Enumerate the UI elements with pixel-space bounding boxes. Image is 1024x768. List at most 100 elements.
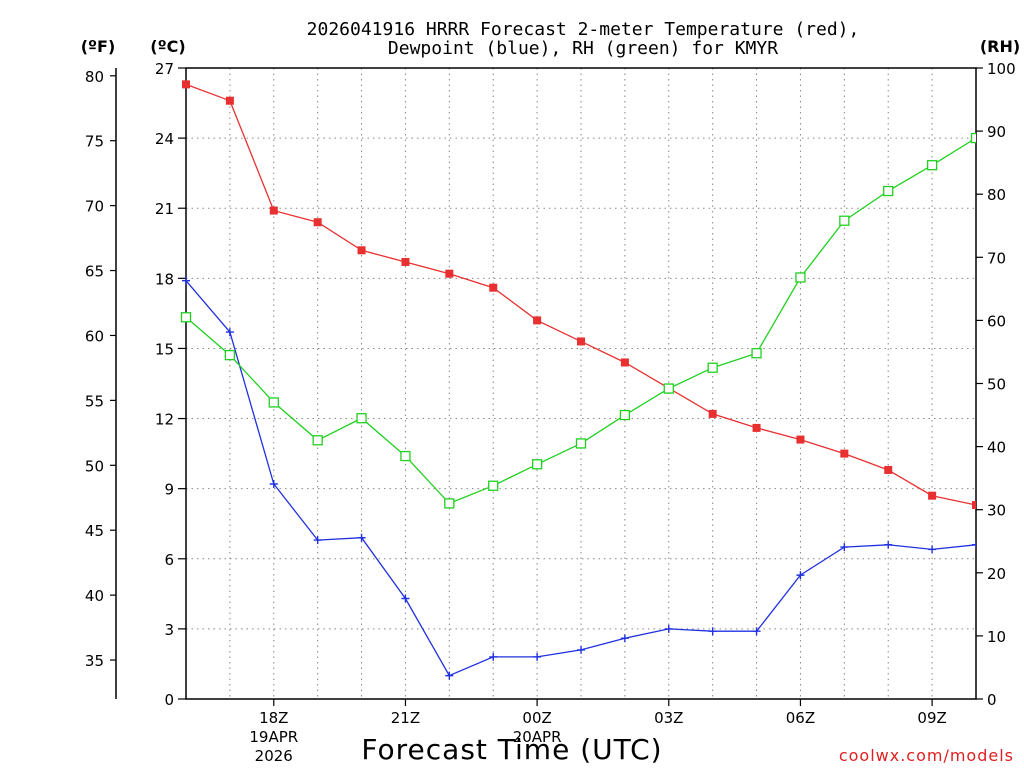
celsius-tick-label: 15 xyxy=(155,340,174,358)
rh-point xyxy=(575,438,587,449)
dewpoint-point xyxy=(884,540,893,549)
dewpoint-point xyxy=(357,533,366,542)
fahrenheit-tick-label: 60 xyxy=(85,327,104,345)
time-tick-year: 2026 xyxy=(255,747,293,765)
time-tick-label: 00Z xyxy=(522,709,551,727)
celsius-tick-label: 6 xyxy=(164,551,174,569)
rh-point xyxy=(488,480,499,491)
temperature-point xyxy=(313,218,322,227)
time-tick-label: 21Z xyxy=(391,709,420,727)
rh-point xyxy=(663,383,674,394)
fahrenheit-tick-label: 45 xyxy=(85,522,104,540)
rh-point xyxy=(312,435,323,446)
rh-point xyxy=(839,215,850,226)
fahrenheit-tick-label: 75 xyxy=(85,133,104,151)
dewpoint-point xyxy=(928,545,937,554)
fahrenheit-tick-label: 40 xyxy=(85,587,104,605)
temperature-point xyxy=(533,316,542,325)
celsius-tick-label: 27 xyxy=(155,60,174,78)
time-tick-date: 20APR xyxy=(513,728,562,746)
temperature-point xyxy=(269,206,278,215)
temperature-point xyxy=(357,246,366,255)
fahrenheit-tick-label: 65 xyxy=(85,263,104,281)
rh-tick-label: 20 xyxy=(987,565,1006,583)
dewpoint-point xyxy=(225,328,234,337)
rh-tick-label: 90 xyxy=(987,123,1006,141)
celsius-tick-label: 12 xyxy=(155,411,174,429)
dewpoint-point xyxy=(489,652,498,661)
temperature-point xyxy=(752,423,761,432)
temperature-point xyxy=(840,449,849,458)
temperature-point xyxy=(796,435,805,444)
rh-tick-label: 30 xyxy=(987,502,1006,520)
dewpoint-point xyxy=(752,627,761,636)
temperature-point xyxy=(489,283,498,292)
celsius-axis: 0 3 6 9 12 15 18 21 24 27 xyxy=(155,60,186,709)
fahrenheit-unit-label: (ºF) xyxy=(81,37,116,56)
rh-point xyxy=(400,450,411,462)
temperature-point xyxy=(445,269,454,278)
chart-title-line-1: 2026041916 HRRR Forecast 2-meter Tempera… xyxy=(307,19,860,40)
temperature-point xyxy=(620,358,629,367)
dewpoint-point xyxy=(840,543,849,552)
celsius-tick-label: 0 xyxy=(164,691,174,709)
celsius-tick-label: 9 xyxy=(164,481,174,499)
dewpoint-point xyxy=(972,540,976,549)
temperature-point xyxy=(708,409,717,418)
rh-point xyxy=(970,132,976,144)
dewpoint-point xyxy=(620,634,629,643)
fahrenheit-tick-label: 80 xyxy=(85,68,104,86)
fahrenheit-tick-label: 35 xyxy=(85,652,104,670)
rh-point xyxy=(707,362,718,373)
celsius-tick-label: 21 xyxy=(155,200,174,218)
celsius-tick-label: 18 xyxy=(155,270,174,288)
rh-tick-label: 60 xyxy=(987,312,1006,330)
dewpoint-point xyxy=(313,536,322,545)
dewpoint-point xyxy=(269,479,278,488)
rh-unit-label: (RH) xyxy=(980,37,1020,56)
rh-point xyxy=(883,185,894,197)
temperature-point xyxy=(928,491,937,500)
dewpoint-point xyxy=(401,594,410,603)
series-layer xyxy=(180,80,976,680)
fahrenheit-tick-label: 50 xyxy=(85,457,104,475)
series-dewpoint xyxy=(182,276,976,680)
dewpoint-point xyxy=(796,571,805,580)
celsius-tick-label: 24 xyxy=(155,130,174,148)
chart-title-line-2: Dewpoint (blue), RH (green) for KMYR xyxy=(388,38,778,59)
temperature-point xyxy=(401,257,410,266)
celsius-tick-label: 3 xyxy=(164,621,174,639)
time-tick-label: 03Z xyxy=(654,709,683,727)
temperature-point xyxy=(577,337,585,346)
rh-point xyxy=(751,348,762,359)
time-tick-label: 06Z xyxy=(786,709,815,727)
rh-tick-label: 50 xyxy=(987,376,1006,394)
x-axis-label: Forecast Time (UTC) xyxy=(361,733,662,766)
rh-tick-label: 70 xyxy=(987,249,1006,267)
rh-tick-label: 100 xyxy=(987,60,1016,78)
rh-point xyxy=(268,397,279,408)
temperature-point xyxy=(972,501,976,510)
time-tick-label: 09Z xyxy=(917,709,946,727)
rh-point xyxy=(444,498,455,509)
rh-point xyxy=(180,312,192,323)
dewpoint-point xyxy=(664,624,673,633)
rh-tick-label: 80 xyxy=(987,186,1006,204)
series-rh xyxy=(180,132,976,509)
fahrenheit-axis: 35 40 45 50 55 60 65 70 75 80 xyxy=(85,68,116,670)
fahrenheit-tick-label: 70 xyxy=(85,198,104,216)
dewpoint-point xyxy=(577,645,585,654)
rh-point xyxy=(926,160,938,171)
celsius-unit-label: (ºC) xyxy=(150,37,185,56)
rh-point xyxy=(224,349,236,361)
rh-tick-label: 10 xyxy=(987,628,1006,646)
rh-tick-label: 0 xyxy=(987,691,997,709)
rh-point xyxy=(795,272,806,283)
rh-tick-label: 40 xyxy=(987,439,1006,457)
rh-point xyxy=(356,413,367,424)
time-tick-label: 18Z xyxy=(259,709,288,727)
dewpoint-point xyxy=(182,276,190,285)
rh-point xyxy=(619,409,631,421)
